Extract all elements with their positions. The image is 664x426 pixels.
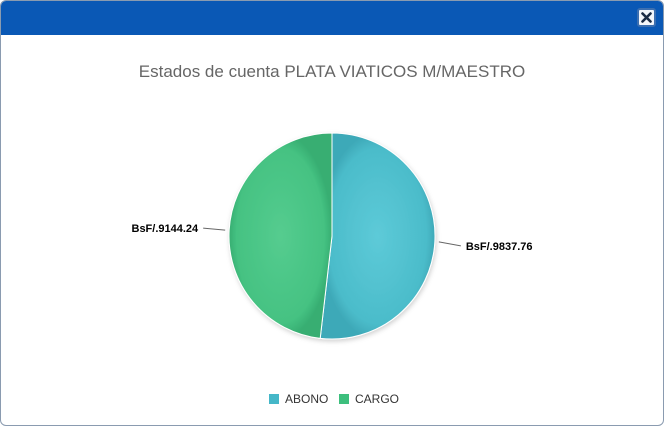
pie-slice-abono[interactable] [319, 132, 436, 340]
chart-area: Estados de cuenta PLATA VIATICOS M/MAEST… [1, 35, 663, 425]
pie-slice-cargo[interactable] [228, 132, 333, 339]
chart-title: Estados de cuenta PLATA VIATICOS M/MAEST… [139, 62, 525, 81]
close-icon [641, 12, 652, 23]
label-connector-abono [438, 241, 461, 247]
legend-swatch-cargo [339, 394, 349, 404]
legend-swatch-abono [269, 394, 279, 404]
legend-label-abono: ABONO [285, 392, 328, 406]
label-connector-cargo [203, 227, 226, 231]
close-button[interactable] [637, 8, 656, 27]
data-label-cargo: BsF/.9144.24 [132, 223, 200, 235]
legend-label-cargo: CARGO [355, 392, 399, 406]
pie-chart: Estados de cuenta PLATA VIATICOS M/MAEST… [132, 62, 533, 406]
dialog-titlebar [1, 1, 663, 35]
legend-item-cargo[interactable]: CARGO [339, 392, 399, 406]
legend-item-abono[interactable]: ABONO [269, 392, 328, 406]
data-label-abono: BsF/.9837.76 [466, 241, 533, 253]
